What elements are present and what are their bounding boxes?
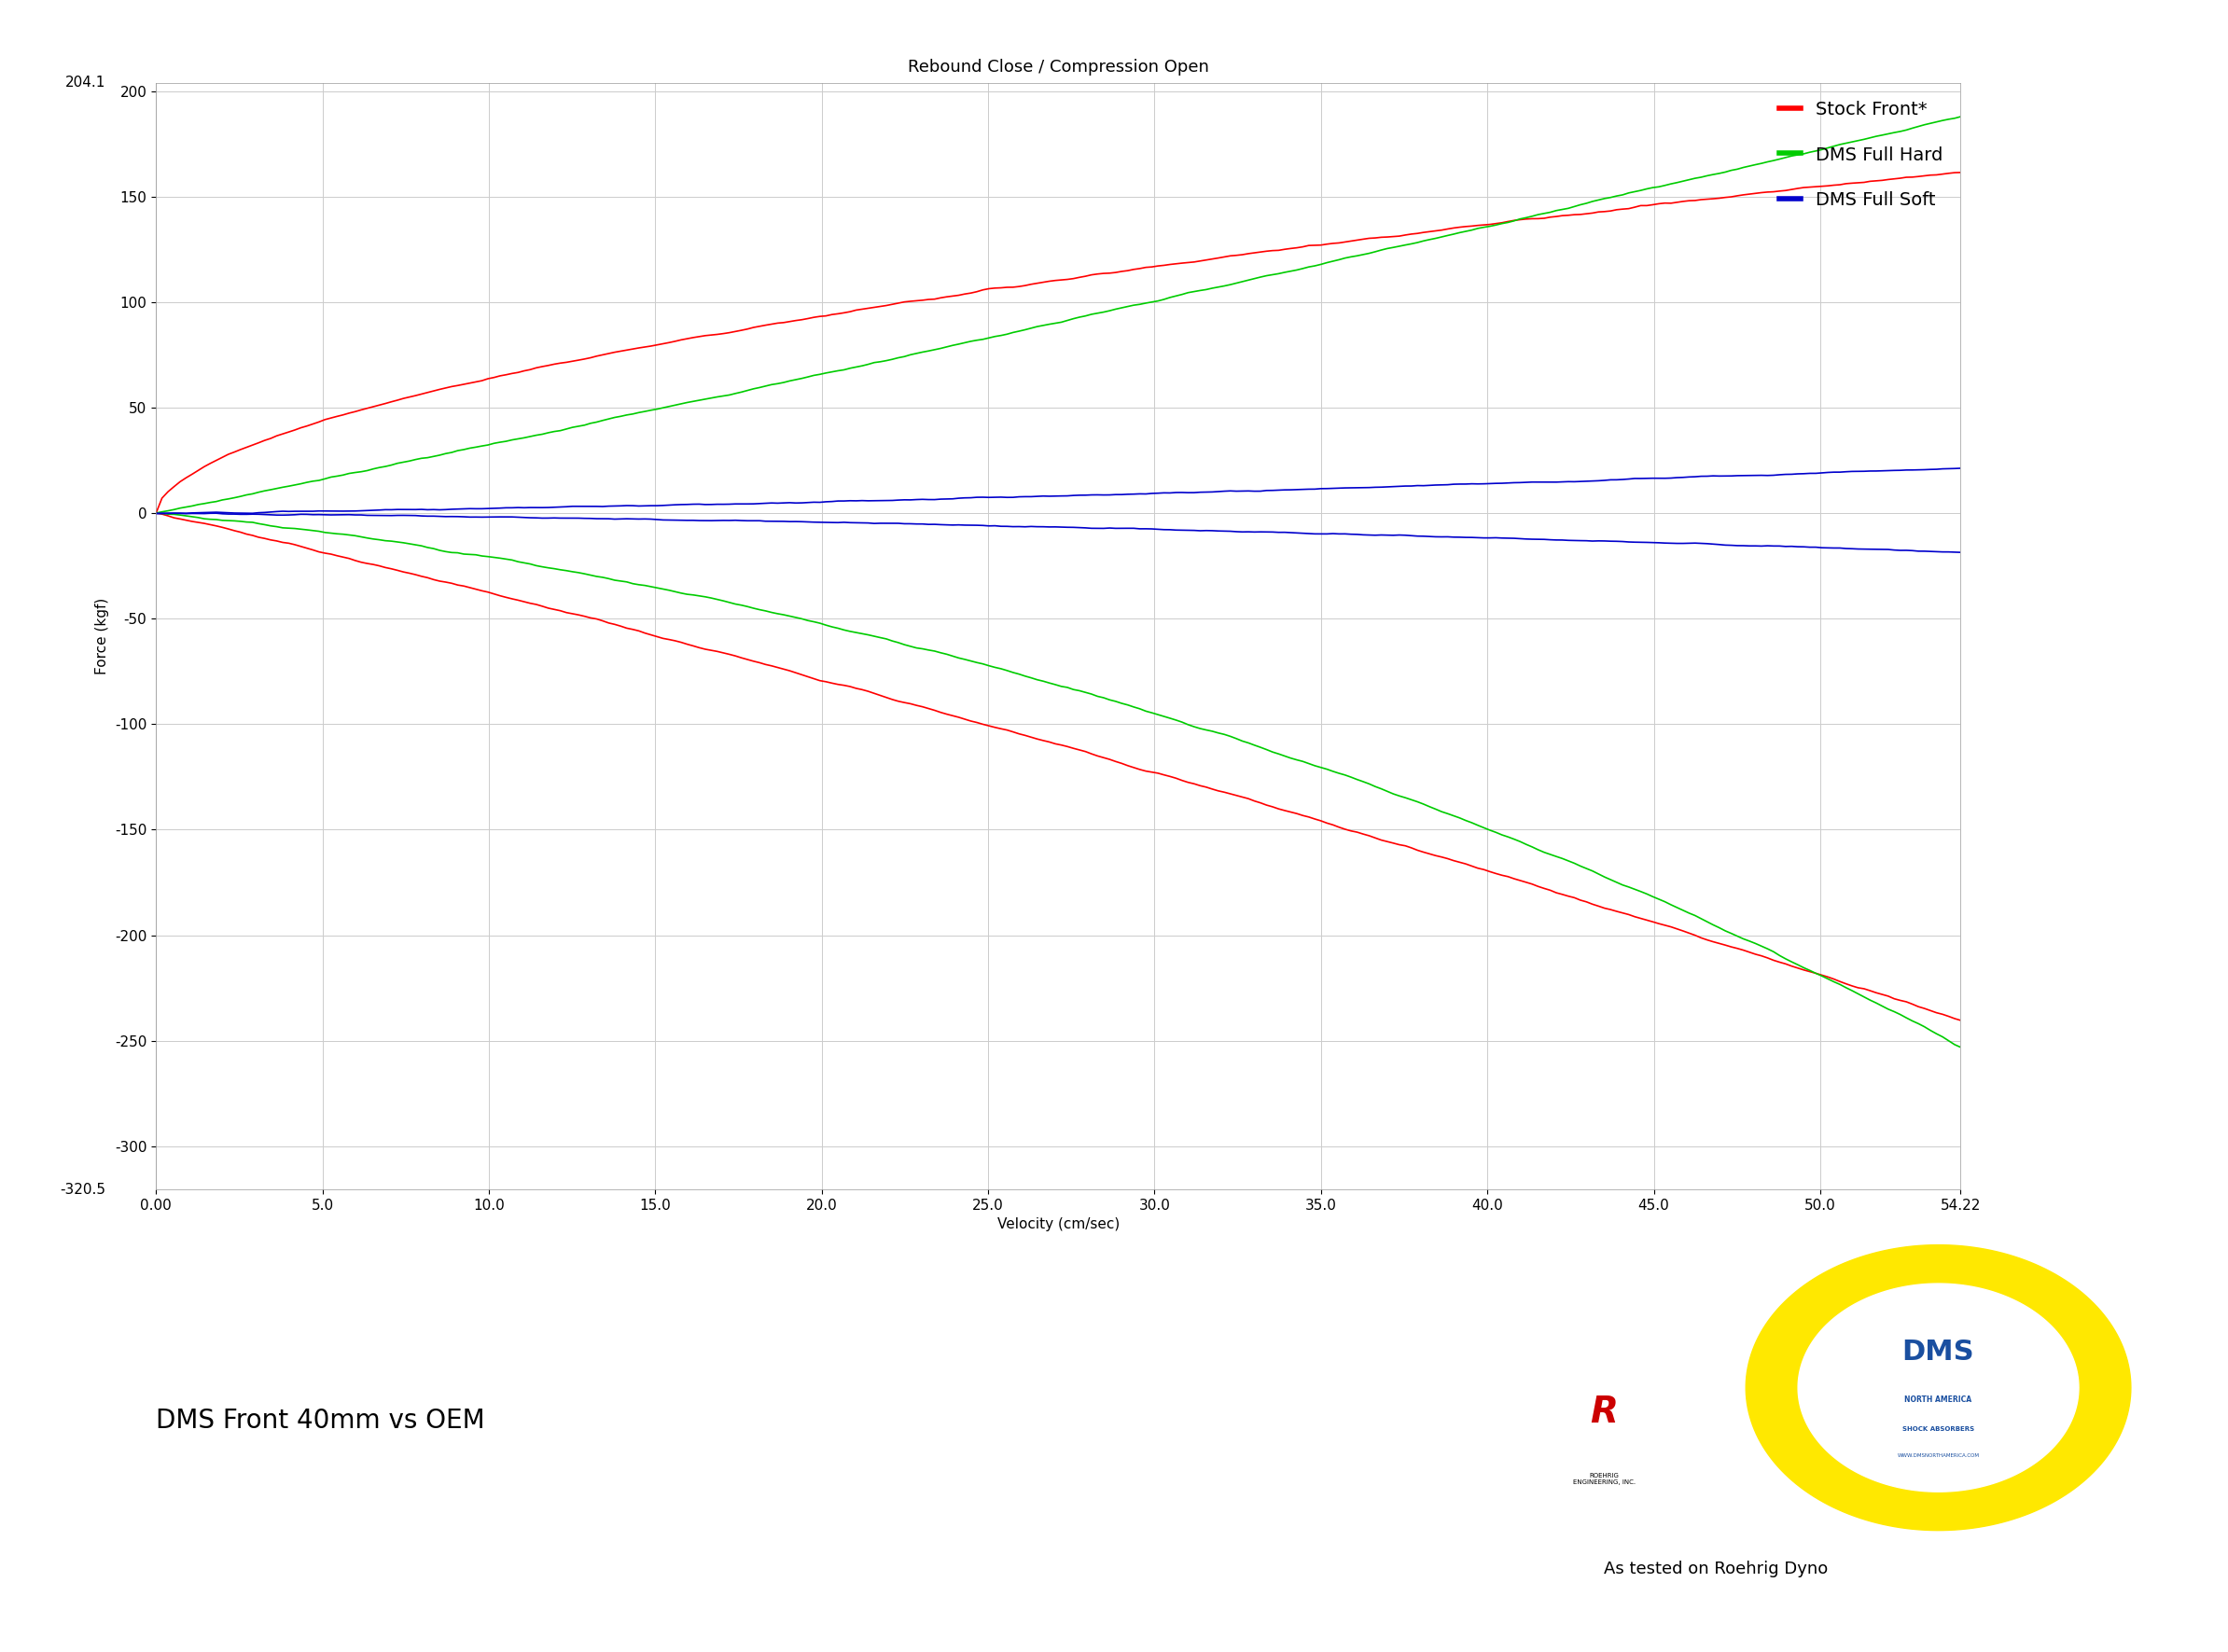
Text: SHOCK ABSORBERS: SHOCK ABSORBERS: [1903, 1427, 1974, 1432]
Text: NORTH AMERICA: NORTH AMERICA: [1905, 1396, 1972, 1404]
Text: As tested on Roehrig Dyno: As tested on Roehrig Dyno: [1604, 1561, 1829, 1578]
Text: 204.1: 204.1: [65, 76, 107, 89]
Text: R: R: [1591, 1394, 1618, 1431]
Text: DMS: DMS: [1903, 1338, 1974, 1366]
Text: DMS Front 40mm vs OEM: DMS Front 40mm vs OEM: [156, 1408, 486, 1434]
Polygon shape: [1798, 1284, 2079, 1492]
Legend: Stock Front*, DMS Full Hard, DMS Full Soft: Stock Front*, DMS Full Hard, DMS Full So…: [1769, 91, 1952, 218]
Polygon shape: [1747, 1246, 2130, 1530]
X-axis label: Velocity (cm/sec): Velocity (cm/sec): [998, 1218, 1118, 1232]
Text: ROEHRIG
ENGINEERING, INC.: ROEHRIG ENGINEERING, INC.: [1573, 1472, 1635, 1485]
Y-axis label: Force (kgf): Force (kgf): [96, 598, 109, 674]
Title: Rebound Close / Compression Open: Rebound Close / Compression Open: [907, 59, 1210, 76]
Text: -320.5: -320.5: [60, 1183, 107, 1196]
Text: WWW.DMSNORTHAMERICA.COM: WWW.DMSNORTHAMERICA.COM: [1898, 1454, 1978, 1459]
